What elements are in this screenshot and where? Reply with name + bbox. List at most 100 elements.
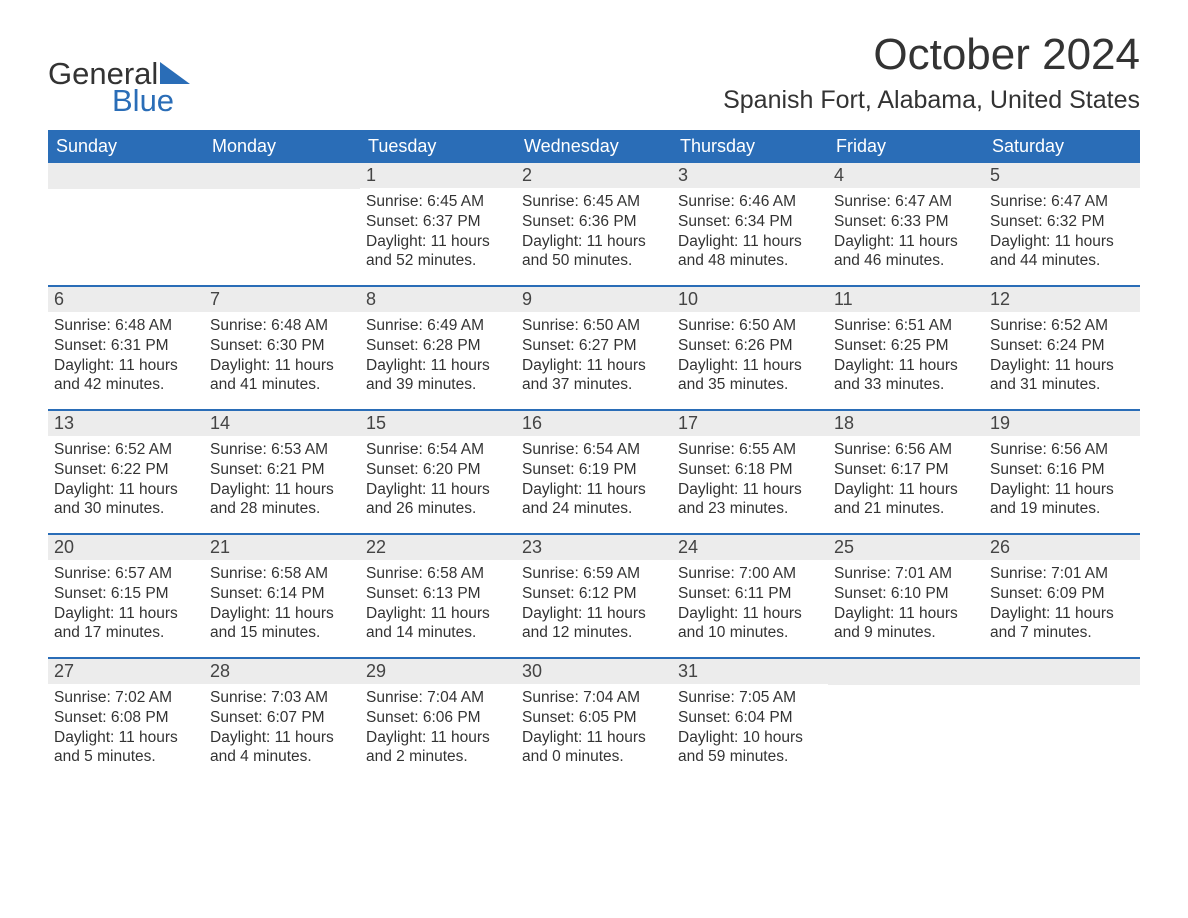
day-number: 28	[204, 659, 360, 684]
day-number: 3	[672, 163, 828, 188]
day-cell: 17Sunrise: 6:55 AMSunset: 6:18 PMDayligh…	[672, 411, 828, 533]
day-cell: 6Sunrise: 6:48 AMSunset: 6:31 PMDaylight…	[48, 287, 204, 409]
day-cell: 11Sunrise: 6:51 AMSunset: 6:25 PMDayligh…	[828, 287, 984, 409]
day-number: 31	[672, 659, 828, 684]
daylight-line-1: Daylight: 11 hours	[678, 480, 822, 500]
day-cell: 27Sunrise: 7:02 AMSunset: 6:08 PMDayligh…	[48, 659, 204, 781]
day-body: Sunrise: 6:58 AMSunset: 6:13 PMDaylight:…	[360, 560, 516, 653]
day-cell: 2Sunrise: 6:45 AMSunset: 6:36 PMDaylight…	[516, 163, 672, 285]
daylight-line-1: Daylight: 11 hours	[678, 232, 822, 252]
sunrise-line: Sunrise: 6:50 AM	[522, 316, 666, 336]
day-body: Sunrise: 6:45 AMSunset: 6:37 PMDaylight:…	[360, 188, 516, 281]
day-number: 18	[828, 411, 984, 436]
day-number: 21	[204, 535, 360, 560]
daylight-line-1: Daylight: 11 hours	[834, 480, 978, 500]
day-number: 11	[828, 287, 984, 312]
sunrise-line: Sunrise: 6:54 AM	[366, 440, 510, 460]
weekday-header-cell: Tuesday	[360, 130, 516, 163]
daylight-line-2: and 2 minutes.	[366, 747, 510, 767]
weekday-header-cell: Saturday	[984, 130, 1140, 163]
daylight-line-1: Daylight: 11 hours	[522, 480, 666, 500]
week-row: 1Sunrise: 6:45 AMSunset: 6:37 PMDaylight…	[48, 163, 1140, 285]
week-row: 13Sunrise: 6:52 AMSunset: 6:22 PMDayligh…	[48, 409, 1140, 533]
sunset-line: Sunset: 6:36 PM	[522, 212, 666, 232]
sunset-line: Sunset: 6:15 PM	[54, 584, 198, 604]
day-cell	[204, 163, 360, 285]
sunrise-line: Sunrise: 7:04 AM	[366, 688, 510, 708]
calendar-page: General Blue October 2024 Spanish Fort, …	[0, 0, 1188, 821]
sunset-line: Sunset: 6:32 PM	[990, 212, 1134, 232]
sunrise-line: Sunrise: 6:56 AM	[834, 440, 978, 460]
weekday-header-cell: Sunday	[48, 130, 204, 163]
daylight-line-2: and 41 minutes.	[210, 375, 354, 395]
daylight-line-2: and 26 minutes.	[366, 499, 510, 519]
header: General Blue October 2024 Spanish Fort, …	[48, 30, 1140, 116]
daylight-line-1: Daylight: 11 hours	[210, 480, 354, 500]
daylight-line-1: Daylight: 11 hours	[834, 356, 978, 376]
day-number: 16	[516, 411, 672, 436]
day-number: 7	[204, 287, 360, 312]
daylight-line-1: Daylight: 11 hours	[54, 604, 198, 624]
day-body: Sunrise: 6:46 AMSunset: 6:34 PMDaylight:…	[672, 188, 828, 281]
daylight-line-1: Daylight: 11 hours	[522, 356, 666, 376]
day-body: Sunrise: 6:58 AMSunset: 6:14 PMDaylight:…	[204, 560, 360, 653]
day-cell: 7Sunrise: 6:48 AMSunset: 6:30 PMDaylight…	[204, 287, 360, 409]
logo-text-bottom: Blue	[112, 85, 190, 116]
daylight-line-1: Daylight: 11 hours	[522, 604, 666, 624]
day-body: Sunrise: 6:45 AMSunset: 6:36 PMDaylight:…	[516, 188, 672, 281]
day-number: 15	[360, 411, 516, 436]
sunrise-line: Sunrise: 7:02 AM	[54, 688, 198, 708]
day-body: Sunrise: 6:52 AMSunset: 6:24 PMDaylight:…	[984, 312, 1140, 405]
sunset-line: Sunset: 6:25 PM	[834, 336, 978, 356]
day-cell: 22Sunrise: 6:58 AMSunset: 6:13 PMDayligh…	[360, 535, 516, 657]
day-body: Sunrise: 6:56 AMSunset: 6:16 PMDaylight:…	[984, 436, 1140, 529]
sunset-line: Sunset: 6:18 PM	[678, 460, 822, 480]
day-cell: 18 Sunrise: 6:56 AMSunset: 6:17 PMDayligh…	[828, 411, 984, 533]
daylight-line-2: and 52 minutes.	[366, 251, 510, 271]
sunset-line: Sunset: 6:28 PM	[366, 336, 510, 356]
daylight-line-1: Daylight: 11 hours	[210, 604, 354, 624]
day-number: 30	[516, 659, 672, 684]
day-cell: 24Sunrise: 7:00 AMSunset: 6:11 PMDayligh…	[672, 535, 828, 657]
day-cell	[48, 163, 204, 285]
weekday-header-cell: Monday	[204, 130, 360, 163]
day-cell: 3Sunrise: 6:46 AMSunset: 6:34 PMDaylight…	[672, 163, 828, 285]
daylight-line-1: Daylight: 11 hours	[54, 356, 198, 376]
sunset-line: Sunset: 6:07 PM	[210, 708, 354, 728]
daylight-line-2: and 42 minutes.	[54, 375, 198, 395]
daylight-line-1: Daylight: 11 hours	[834, 604, 978, 624]
day-number: 8	[360, 287, 516, 312]
sunrise-line: Sunrise: 6:51 AM	[834, 316, 978, 336]
day-body: Sunrise: 7:02 AMSunset: 6:08 PMDaylight:…	[48, 684, 204, 777]
daylight-line-1: Daylight: 11 hours	[210, 356, 354, 376]
sunrise-line: Sunrise: 6:52 AM	[54, 440, 198, 460]
location: Spanish Fort, Alabama, United States	[723, 86, 1140, 115]
day-number: 6	[48, 287, 204, 312]
day-body: Sunrise: 6:54 AMSunset: 6:20 PMDaylight:…	[360, 436, 516, 529]
sunset-line: Sunset: 6:08 PM	[54, 708, 198, 728]
weeks-container: 1Sunrise: 6:45 AMSunset: 6:37 PMDaylight…	[48, 163, 1140, 781]
daylight-line-2: and 37 minutes.	[522, 375, 666, 395]
daylight-line-2: and 24 minutes.	[522, 499, 666, 519]
day-cell: 13Sunrise: 6:52 AMSunset: 6:22 PMDayligh…	[48, 411, 204, 533]
sunset-line: Sunset: 6:04 PM	[678, 708, 822, 728]
sunset-line: Sunset: 6:16 PM	[990, 460, 1134, 480]
weekday-header-cell: Friday	[828, 130, 984, 163]
daylight-line-2: and 23 minutes.	[678, 499, 822, 519]
day-body: Sunrise: 7:01 AMSunset: 6:10 PMDaylight:…	[828, 560, 984, 653]
daylight-line-2: and 33 minutes.	[834, 375, 978, 395]
daylight-line-2: and 10 minutes.	[678, 623, 822, 643]
day-body: Sunrise: 7:04 AMSunset: 6:06 PMDaylight:…	[360, 684, 516, 777]
logo: General Blue	[48, 30, 190, 116]
daylight-line-2: and 15 minutes.	[210, 623, 354, 643]
sunset-line: Sunset: 6:34 PM	[678, 212, 822, 232]
sunrise-line: Sunrise: 6:54 AM	[522, 440, 666, 460]
daylight-line-2: and 0 minutes.	[522, 747, 666, 767]
sunrise-line: Sunrise: 7:00 AM	[678, 564, 822, 584]
sunset-line: Sunset: 6:05 PM	[522, 708, 666, 728]
day-body: Sunrise: 6:51 AMSunset: 6:25 PMDaylight:…	[828, 312, 984, 405]
day-cell: 10Sunrise: 6:50 AMSunset: 6:26 PMDayligh…	[672, 287, 828, 409]
day-cell: 19Sunrise: 6:56 AMSunset: 6:16 PMDayligh…	[984, 411, 1140, 533]
sunset-line: Sunset: 6:17 PM	[834, 460, 978, 480]
sunset-line: Sunset: 6:22 PM	[54, 460, 198, 480]
